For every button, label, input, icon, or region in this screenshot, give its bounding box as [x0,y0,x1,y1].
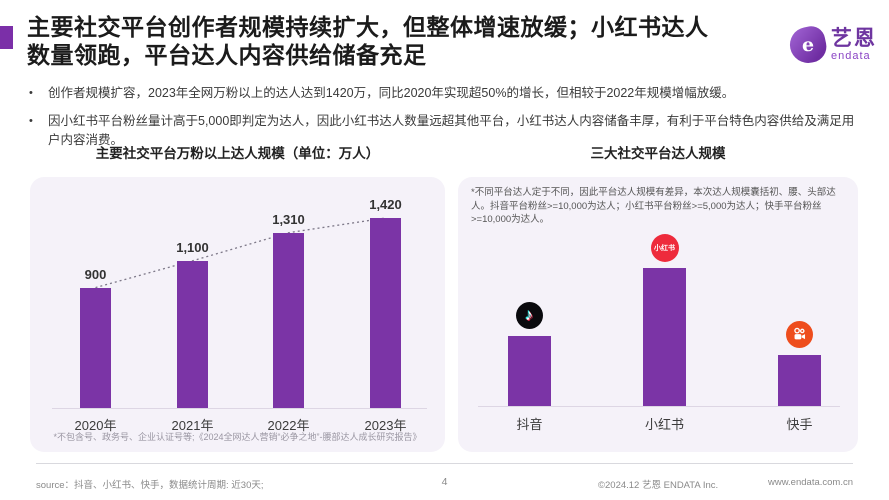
title-accent-bar [0,26,13,49]
footer-divider [36,463,853,464]
x-axis-label: 抖音 [516,417,543,432]
left-chart-axis [52,408,427,409]
left-chart-card: 900 2020年 1,100 2021年 1,310 2022年 1,420 2023年 *… [30,177,445,452]
x-axis-label: 2020年 [74,418,117,433]
x-axis-label: 2022年 [267,418,310,433]
x-axis-label: 2021年 [171,418,214,433]
right-chart-card: *不同平台达人定于不同，因此平台达人规模有差异，本次达人规模囊括初、腰、头部达人… [458,177,858,452]
xiaohongshu-icon: 小红书 [650,234,679,262]
bullet-item: 因小红书平台粉丝量计高于5,000即判定为达人，因此小红书达人数量远超其他平台，… [27,112,855,150]
right-chart-note: *不同平台达人定于不同，因此平台达人规模有差异，本次达人规模囊括初、腰、头部达人… [471,187,836,225]
bar-抖音 [508,336,551,406]
left-chart-plot: 900 2020年 1,100 2021年 1,310 2022年 1,420 2023年 [30,177,445,452]
right-chart-plot: 抖音 ♪ 小红书 小红书 快手 [458,177,858,452]
x-axis-label: 快手 [786,417,813,432]
x-axis-label: 2023年 [364,418,407,433]
logo-brand-cn: 艺恩 [831,27,877,50]
bar-2021年 [177,260,208,408]
logo-brand-en: endata [831,50,871,62]
left-chart-footnote: *不包含号、政务号、企业认证号等;《2024全网达人营销“必争之地”-腰部达人成… [53,432,422,442]
bar-value-label: 900 [84,266,107,282]
page-title-line2: 数量领跑，平台达人内容供给储备充足 [27,42,427,68]
endata-logo: e 艺恩 endata [786,23,877,67]
douyin-icon: ♪ [515,302,543,330]
right-chart-axis [478,406,840,407]
bar-2023年 [370,218,401,408]
kuaishou-icon [785,321,813,349]
bar-2020年 [80,287,111,408]
page-title-line1: 主要社交平台创作者规模持续扩大，但整体增速放缓；小红书达人 [27,14,709,40]
footer-website: www.endata.com.cn [767,477,853,488]
page-title: 主要社交平台创作者规模持续扩大，但整体增速放缓；小红书达人 数量领跑，平台达人内… [27,13,772,69]
page-number: 4 [441,476,448,488]
endata-logo-icon: e [786,23,830,67]
bar-value-label: 1,100 [176,239,209,255]
footer-source: source：抖音、小红书、快手，数据统计周期: 近30天; [36,480,264,491]
bar-value-label: 1,310 [272,211,305,227]
footer-copyright: ©2024.12 艺恩 ENDATA Inc. [598,480,719,491]
bar-快手 [778,355,821,406]
left-chart-title: 主要社交平台万粉以上达人规模（单位：万人） [95,146,380,161]
summary-bullets: 创作者规模扩容，2023年全网万粉以上的达人达到1420万，同比2020年实现超… [27,84,855,159]
bar-value-label: 1,420 [369,197,402,212]
bar-小红书 [643,268,686,406]
bullet-item: 创作者规模扩容，2023年全网万粉以上的达人达到1420万，同比2020年实现超… [27,84,855,103]
right-chart-title: 三大社交平台达人规模 [590,146,726,161]
x-axis-label: 小红书 [644,417,684,432]
bar-2022年 [273,232,304,408]
